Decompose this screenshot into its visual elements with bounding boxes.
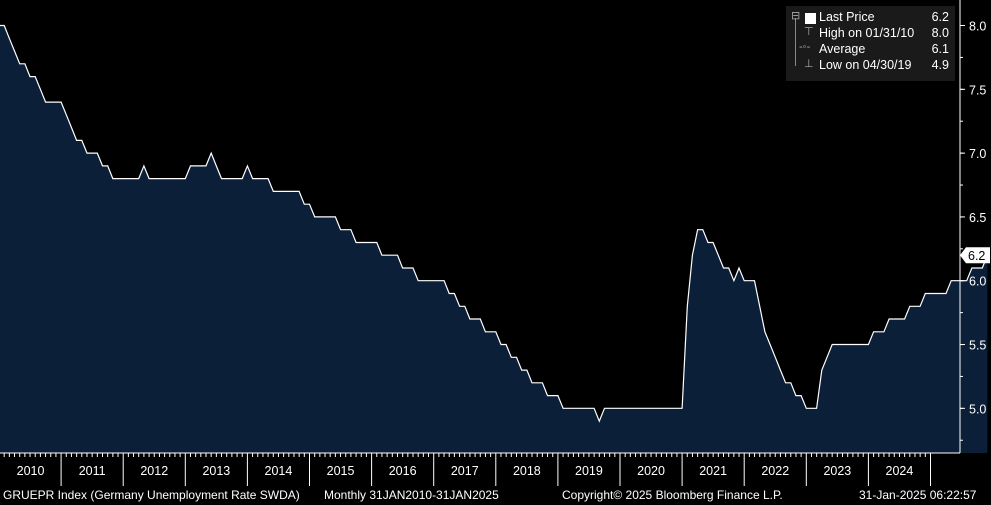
last-value-tag [960, 247, 990, 264]
x-tick-label: 2016 [389, 464, 417, 478]
series-line [0, 24, 988, 423]
x-tick-label: 2018 [513, 464, 541, 478]
legend-label: Last Price [819, 10, 875, 24]
legend-value: 6.1 [931, 42, 949, 56]
collapse-box-icon[interactable]: ⊟ [791, 10, 801, 22]
x-tick-label: 2012 [140, 464, 168, 478]
x-tick-label: 2017 [451, 464, 479, 478]
x-tick-label: 2013 [202, 464, 230, 478]
y-tick-label: 7.0 [969, 147, 986, 161]
x-tick-label: 2021 [699, 464, 727, 478]
x-tick-label: 2023 [823, 464, 851, 478]
unemployment-chart: 5.05.56.06.57.07.58.06.2 2010 2011 2012 201… [0, 0, 990, 486]
legend-value: 4.9 [931, 58, 949, 72]
x-tick-label: 2010 [17, 464, 45, 478]
white-square-icon [805, 13, 816, 24]
x-tick-label: 2024 [886, 464, 914, 478]
y-tick-label: 5.5 [969, 339, 986, 353]
y-tick-label: 7.5 [969, 83, 986, 97]
legend-tree-line [795, 26, 796, 42]
series-area [0, 25, 988, 453]
y-tick-label: 8.0 [969, 20, 986, 34]
legend-label: Low on 04/30/19 [819, 58, 912, 72]
last-value-label: 6.2 [968, 249, 985, 263]
legend-box: ⊟ Last Price 6.2 ⊤ High on 01/31/10 8.0 … [786, 6, 955, 81]
x-tick-label: 2015 [327, 464, 355, 478]
date-range: Monthly 31JAN2010-31JAN2025 [324, 488, 499, 502]
legend-tree-line [795, 42, 796, 58]
x-tick-label: 2014 [265, 464, 293, 478]
timestamp: 31-Jan-2025 06:22:57 [859, 488, 977, 502]
legend-tree-line [795, 58, 796, 66]
y-axis: 5.0 5.5 6.0 6.5 7.0 7.5 8.0 6.2 [959, 0, 990, 453]
y-tick-label: 5.0 [969, 402, 986, 416]
y-tick-label: 6.0 [969, 275, 986, 289]
plot-area [0, 24, 988, 453]
low-marker-icon: ⊥ [804, 58, 814, 70]
legend-label: Average [819, 42, 866, 56]
legend-item-low: ⊥ Low on 04/30/19 4.9 [786, 58, 955, 74]
legend-value: 8.0 [931, 26, 949, 40]
legend-item-average: -◦- Average 6.1 [786, 41, 955, 58]
y-tick-label: 6.5 [969, 211, 986, 225]
index-description: GRUEPR Index (Germany Unemployment Rate … [3, 488, 300, 502]
x-tick-label: 2011 [79, 464, 106, 478]
x-axis: 2010 2011 2012 2013 2014 2015 2016 2017 2018 2019… [0, 452, 960, 486]
x-tick-label: 2019 [575, 464, 603, 478]
high-marker-icon: ⊤ [804, 26, 814, 38]
copyright-text: Copyright© 2025 Bloomberg Finance L.P. [562, 488, 783, 502]
legend-tree-line [795, 18, 796, 26]
legend-item-high: ⊤ High on 01/31/10 8.0 [786, 26, 955, 42]
x-tick-label: 2020 [637, 464, 665, 478]
legend-value: 6.2 [931, 10, 949, 24]
legend-item-last-price: ⊟ Last Price 6.2 [786, 10, 955, 26]
x-tick-label: 2022 [761, 464, 789, 478]
chart-footer: GRUEPR Index (Germany Unemployment Rate … [0, 486, 991, 505]
legend-label: High on 01/31/10 [819, 26, 915, 40]
average-marker-icon: -◦- [799, 41, 811, 53]
